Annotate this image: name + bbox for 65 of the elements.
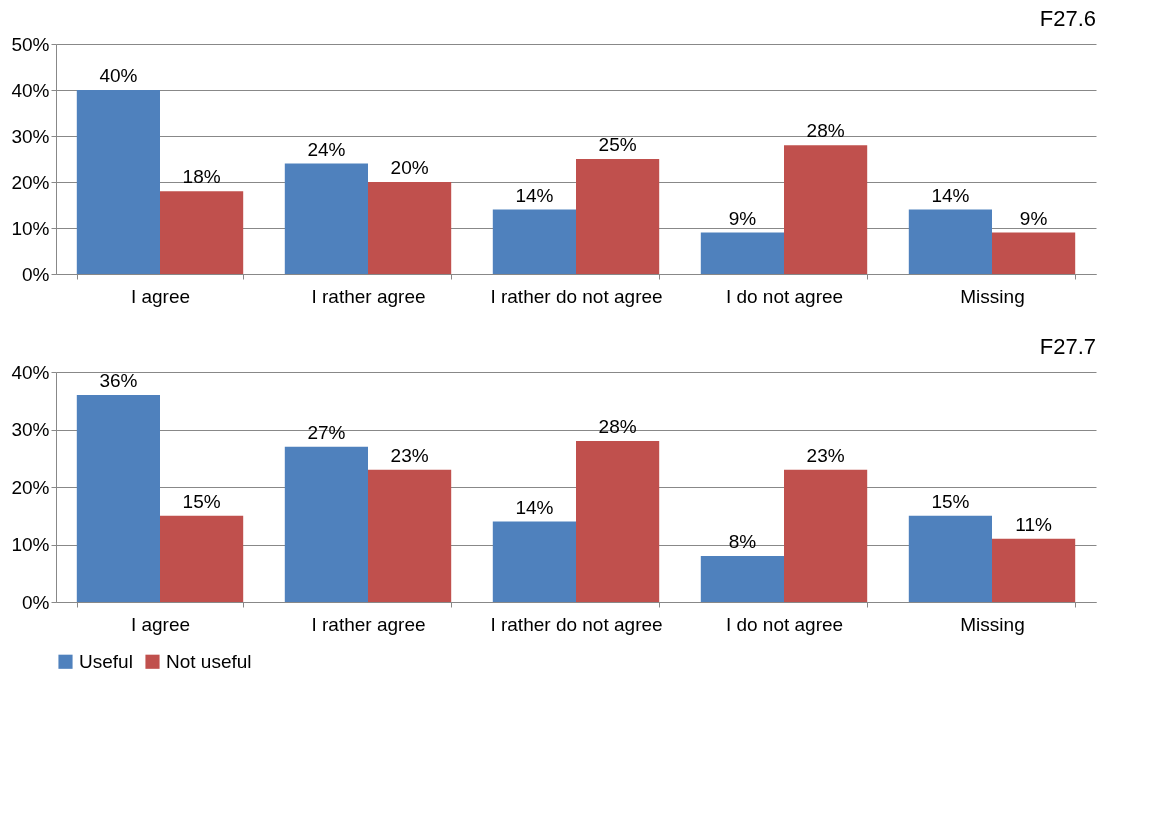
bar	[284, 446, 368, 602]
data-label: 23%	[806, 444, 845, 466]
bar	[76, 90, 160, 274]
bar	[700, 232, 784, 274]
y-tick-label: 20%	[11, 476, 50, 498]
bar	[992, 538, 1076, 602]
x-tick-label: Missing	[960, 285, 1025, 307]
data-label: 36%	[99, 370, 138, 391]
bar	[576, 159, 660, 274]
y-tick-label: 30%	[11, 125, 50, 147]
bar	[576, 441, 660, 602]
chart-title: F27.6	[1039, 6, 1096, 31]
bar	[284, 163, 368, 274]
bar	[784, 145, 868, 274]
data-label: 15%	[931, 490, 970, 512]
data-label: 20%	[390, 157, 429, 178]
bar	[908, 515, 992, 602]
y-tick-label: 40%	[11, 361, 50, 383]
bar	[368, 182, 452, 274]
x-tick-label: I agree	[130, 613, 191, 635]
bar	[160, 191, 244, 274]
data-label: 28%	[806, 120, 845, 142]
data-label: 40%	[99, 65, 138, 86]
data-label: 28%	[598, 416, 637, 437]
data-label: 24%	[307, 138, 346, 160]
data-label: 27%	[307, 421, 346, 443]
y-tick-label: 10%	[11, 217, 50, 239]
x-tick-label: I rather agree	[311, 613, 426, 635]
data-label: 8%	[728, 531, 757, 552]
bar	[492, 209, 576, 274]
legend-label: Useful	[79, 650, 133, 672]
data-label: 14%	[515, 496, 554, 518]
x-tick-label: I rather agree	[311, 285, 426, 307]
bar	[784, 469, 868, 602]
y-tick-label: 0%	[22, 263, 50, 285]
data-label: 14%	[515, 184, 554, 206]
data-label: 15%	[182, 490, 221, 512]
bar	[368, 469, 452, 602]
data-label: 9%	[1019, 207, 1048, 229]
y-tick-label: 10%	[11, 534, 50, 555]
data-label: 9%	[728, 207, 757, 229]
x-tick-label: I agree	[130, 285, 191, 307]
bar	[492, 521, 576, 602]
bar	[76, 395, 160, 602]
legend-label: Not useful	[166, 650, 252, 672]
bar	[160, 515, 244, 602]
data-label: 11%	[1015, 513, 1053, 535]
bar	[908, 209, 992, 274]
data-label: 18%	[182, 166, 221, 188]
x-tick-label: I do not agree	[725, 285, 844, 307]
bar	[992, 232, 1076, 274]
data-label: 25%	[598, 134, 637, 155]
y-tick-label: 30%	[11, 419, 50, 440]
y-tick-label: 40%	[11, 79, 50, 101]
y-tick-label: 0%	[22, 591, 50, 613]
y-tick-label: 20%	[11, 171, 50, 193]
data-label: 14%	[931, 184, 970, 206]
bar	[700, 556, 784, 602]
x-tick-label: I rather do not agree	[490, 613, 663, 635]
data-label: 23%	[390, 444, 429, 466]
x-tick-label: Missing	[960, 613, 1025, 635]
x-tick-label: I rather do not agree	[490, 285, 663, 307]
chart-title: F27.7	[1039, 334, 1096, 359]
y-tick-label: 50%	[11, 33, 50, 55]
x-tick-label: I do not agree	[725, 613, 844, 635]
